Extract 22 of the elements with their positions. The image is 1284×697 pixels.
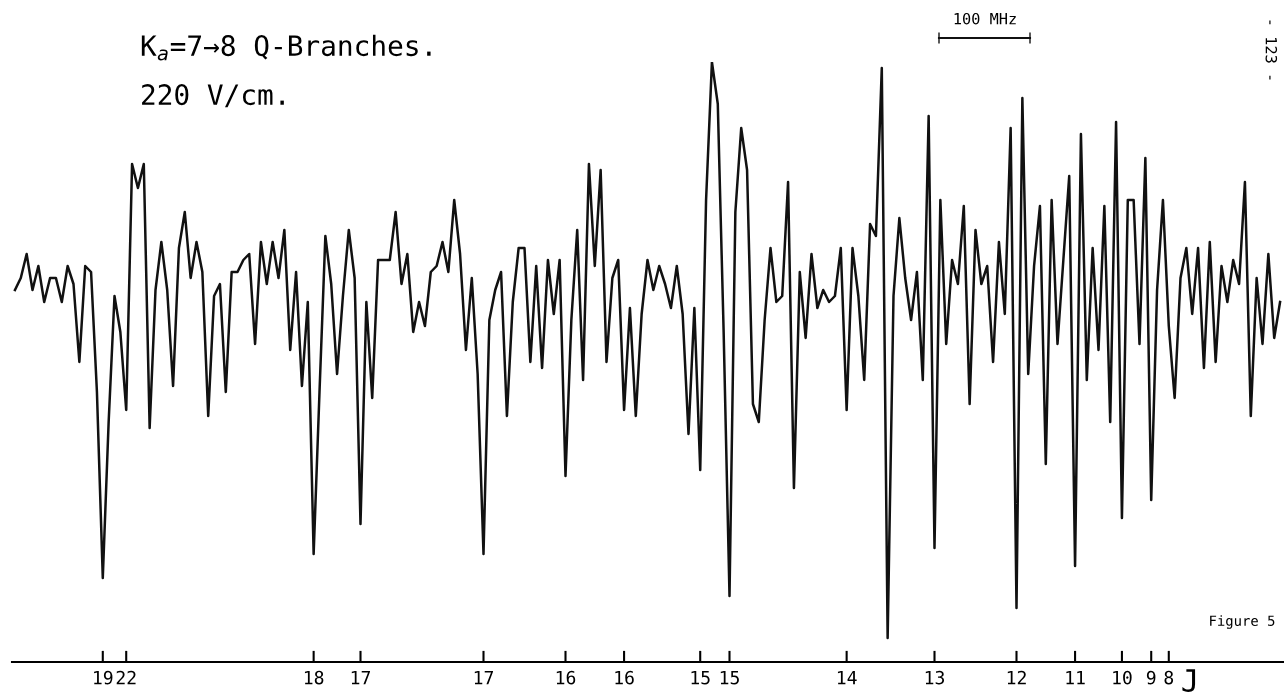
x-tick-label: 10: [1113, 670, 1132, 685]
text: 100 MHz: [954, 12, 1016, 25]
x-tick-label: 14: [837, 670, 857, 685]
x-tick-label: 16: [556, 670, 576, 685]
chart-title: K$_{a}$=7→8 Q-Branches.: [141, 34, 431, 61]
x-tick-label: 15: [720, 670, 739, 685]
x-tick-label: 12: [1007, 670, 1026, 685]
x-tick-label: 17: [351, 670, 371, 685]
x-tick-label: 11: [1066, 670, 1085, 685]
annotation: Figure 5: [1210, 615, 1275, 629]
x-tick-label: 9: [1146, 670, 1156, 685]
annotation: - 123 -: [1265, 20, 1278, 80]
x-axis-title: J: [1182, 669, 1196, 692]
x-tick-label: 18: [304, 670, 324, 685]
x-tick-label: 19: [94, 670, 113, 685]
x-tick-label: 13: [925, 670, 945, 685]
x-tick-label: 17: [474, 670, 494, 685]
x-tick-label: 15: [691, 670, 710, 685]
x-tick-label: 16: [615, 670, 634, 685]
x-tick-label: 8: [1164, 670, 1174, 685]
text: 220 V/cm.: [142, 84, 284, 108]
x-tick-label: 22: [116, 670, 136, 685]
